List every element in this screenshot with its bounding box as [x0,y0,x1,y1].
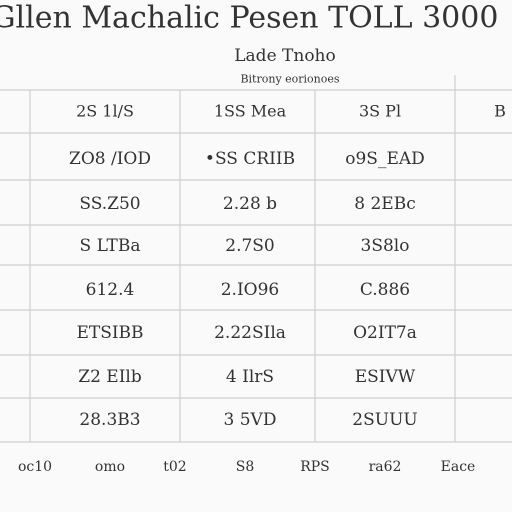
caption: Bitrony eorionoes [240,72,340,86]
table-cell: 2.28 b [222,194,278,214]
footer-label: RPS [300,459,330,475]
table-cell: 612.4 [85,280,135,300]
column-header: 2S 1l/S [76,101,134,121]
table-cell: ZO8 /IOD [69,149,151,169]
column-header: B [494,101,506,121]
table-cell: ESIVW [354,367,416,387]
table-cell: 8 2EBc [354,194,416,214]
table-cell: Z2 EIlb [78,367,142,387]
footer-label: Eace [440,459,476,475]
footer-label: omo [94,459,126,475]
table-cell: 4 IlrS [225,367,275,387]
column-header: 1SS Mea [213,101,287,121]
table-cell: 3 5VD [223,410,277,430]
table-cell: S LTBa [79,236,141,256]
table-cell: ETSIBB [76,323,144,343]
table-cell: 2.7S0 [225,236,275,256]
table-cell: •SS CRIIB [204,149,296,169]
table-cell: O2IT7a [353,323,417,343]
table-cell: 2SUUU [352,410,418,430]
table-cell: o9S_EAD [345,149,425,169]
footer-label: ra62 [368,459,402,475]
table-cell: 3S8lo [360,236,410,256]
footer-label: t02 [163,459,187,475]
table-cell: 28.3B3 [79,410,141,430]
table-cell: 2.IO96 [220,280,280,300]
table-cell: 2.22SIla [214,323,286,343]
table-cell: SS.Z50 [79,194,141,214]
table-cell: C.886 [359,280,411,300]
column-header: 3S Pl [358,101,402,121]
subtitle: Lade Tnoho [234,46,336,66]
title: Gllen Machalic Pesen TOLL 3000 [0,0,499,36]
footer-label: S8 [235,459,255,475]
footer-label: oc10 [17,459,53,475]
